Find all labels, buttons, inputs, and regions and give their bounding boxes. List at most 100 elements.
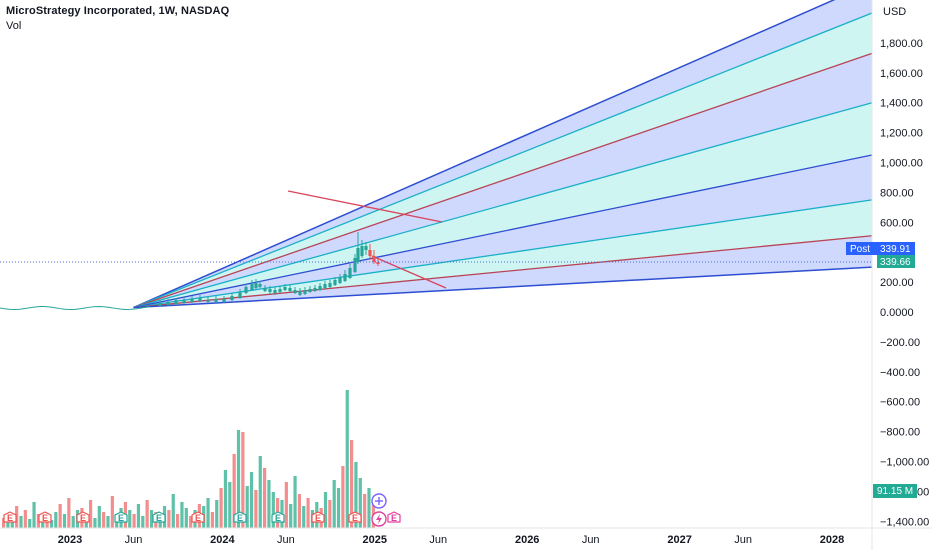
candle-body <box>238 292 242 298</box>
fan-line[interactable] <box>133 102 873 309</box>
svg-text:E: E <box>42 513 48 523</box>
price-tick-label: 1,400.00 <box>880 98 923 110</box>
volume-bar <box>58 504 62 528</box>
earnings-marker[interactable]: E <box>271 511 285 523</box>
fan-line[interactable] <box>133 12 873 309</box>
price-history <box>0 232 380 310</box>
time-tick-label: 2025 <box>363 534 387 546</box>
volume-bar <box>345 390 349 528</box>
svg-text:E: E <box>7 513 13 523</box>
candle-body <box>182 300 186 303</box>
volume-legend[interactable]: Vol <box>6 20 22 32</box>
volume-bar <box>176 514 180 528</box>
price-tick-label: 1,000.00 <box>880 158 923 170</box>
fan-fill-band <box>133 0 872 308</box>
candle-body <box>353 258 357 272</box>
fan-line[interactable] <box>133 199 873 309</box>
earnings-marker[interactable]: E <box>152 511 166 523</box>
volume-bar <box>110 496 114 528</box>
candle-body <box>298 291 302 295</box>
earnings-marker[interactable]: E <box>38 511 52 523</box>
volume-bar <box>167 510 171 528</box>
volume-bar <box>258 456 262 528</box>
volume-bar <box>158 518 162 528</box>
candle-body <box>348 268 352 278</box>
volume-bar <box>297 494 301 528</box>
volume-bar <box>293 476 297 528</box>
svg-text:E: E <box>80 513 86 523</box>
volume-bar <box>89 500 93 528</box>
time-tick-label: 2028 <box>820 534 844 546</box>
fan-line[interactable] <box>133 154 873 309</box>
price-tick-label: 1,600.00 <box>880 68 923 80</box>
volume-bar <box>132 514 136 528</box>
price-tick-label: 600.00 <box>880 217 914 229</box>
volume-bar <box>28 519 32 528</box>
volume-bar <box>245 486 249 528</box>
volume-bar <box>363 494 367 528</box>
earnings-marker[interactable]: E <box>348 511 362 523</box>
volume-bar <box>206 498 210 528</box>
volume-bar <box>328 500 332 528</box>
fan-anchor-line[interactable] <box>371 255 447 289</box>
price-tick-label: 1,800.00 <box>880 38 923 50</box>
volume-bar <box>228 482 232 528</box>
volume-bar <box>336 488 341 528</box>
dividends-lightning-icon[interactable] <box>371 511 387 527</box>
volume-bar <box>32 502 36 528</box>
candle-body <box>293 290 297 293</box>
volume-bars <box>2 390 375 528</box>
candle-body <box>263 288 267 291</box>
last-price-badge <box>877 255 915 268</box>
volume-bar <box>19 516 23 528</box>
candle-body <box>250 284 254 290</box>
fan-line[interactable] <box>133 235 873 309</box>
earnings-marker[interactable]: E <box>387 511 401 523</box>
price-tick-label: −400.00 <box>880 367 920 379</box>
price-tick-label: 0.0000 <box>880 307 914 319</box>
volume-bar <box>271 492 275 528</box>
volume-bar <box>180 502 184 528</box>
volume-bar <box>367 488 371 528</box>
fan-line[interactable] <box>133 266 873 309</box>
earnings-marker[interactable]: E <box>76 511 90 523</box>
volume-bar <box>54 512 58 528</box>
volume-bar <box>62 514 67 528</box>
price-tick-label: 800.00 <box>880 187 914 199</box>
volume-bar <box>97 506 101 528</box>
svg-text:E: E <box>237 513 243 523</box>
candle-body <box>372 256 376 262</box>
symbol-title[interactable]: MicroStrategy Incorporated, 1W, NASDAQ <box>6 5 230 17</box>
earnings-marker[interactable]: E <box>114 511 128 523</box>
svg-text:E: E <box>118 513 124 523</box>
volume-bar <box>223 470 228 528</box>
volume-bar <box>332 480 336 528</box>
time-tick-label: 2026 <box>515 534 539 546</box>
fan-anchor-line[interactable] <box>287 190 443 223</box>
earnings-marker[interactable]: E <box>233 511 247 523</box>
earnings-marker[interactable]: E <box>311 511 325 523</box>
volume-bar <box>215 500 219 528</box>
price-tick-label: −200.00 <box>880 337 920 349</box>
earnings-marker[interactable]: E <box>3 511 17 523</box>
price-tick-label: −800.00 <box>880 427 920 439</box>
volume-bar <box>232 454 236 528</box>
earnings-marker[interactable]: E <box>191 511 205 523</box>
volume-bar <box>93 518 97 528</box>
svg-text:E: E <box>156 513 162 523</box>
add-event-icon[interactable] <box>371 493 387 509</box>
svg-text:E: E <box>315 513 321 523</box>
candle-body <box>254 283 258 288</box>
candle-body <box>230 296 234 300</box>
candle-body <box>273 290 277 293</box>
candle-body <box>376 262 380 264</box>
svg-text:E: E <box>352 513 358 523</box>
candle-body <box>343 274 347 281</box>
volume-bar <box>249 472 254 528</box>
fan-line[interactable] <box>133 52 873 309</box>
fan-line[interactable] <box>133 0 873 309</box>
candle-body <box>278 289 282 292</box>
currency-label[interactable]: USD <box>883 6 907 18</box>
